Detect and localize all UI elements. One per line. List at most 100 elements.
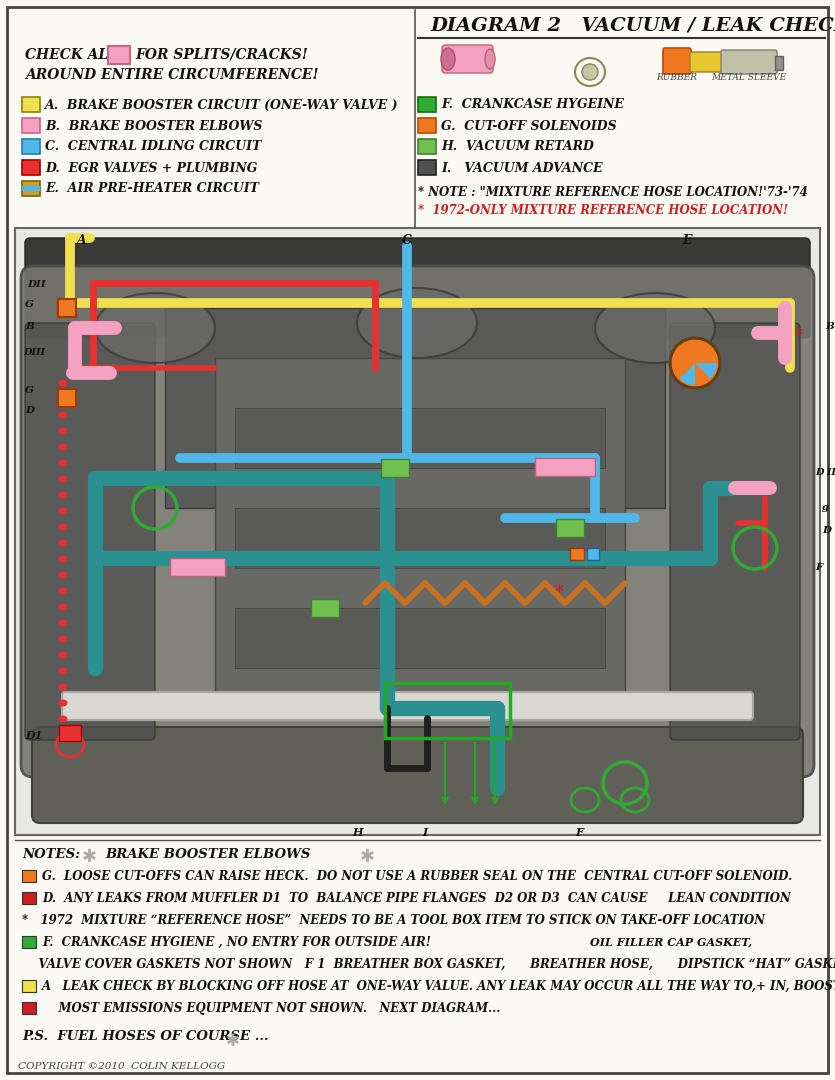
Ellipse shape — [441, 48, 455, 70]
Text: G.  LOOSE CUT-OFFS CAN RAISE HECK.  DO NOT USE A RUBBER SEAL ON THE  CENTRAL CUT: G. LOOSE CUT-OFFS CAN RAISE HECK. DO NOT… — [42, 870, 792, 883]
Ellipse shape — [58, 700, 68, 706]
Text: P.S.  FUEL HOSES OF COURSE ...: P.S. FUEL HOSES OF COURSE ... — [22, 1030, 269, 1043]
Text: H: H — [352, 827, 362, 838]
Bar — [165, 308, 665, 508]
Ellipse shape — [58, 428, 68, 434]
Text: BRAKE BOOSTER ELBOWS: BRAKE BOOSTER ELBOWS — [105, 848, 311, 861]
Bar — [22, 1002, 36, 1014]
Bar — [418, 118, 436, 133]
Bar — [311, 599, 339, 617]
Text: B.  BRAKE BOOSTER ELBOWS: B. BRAKE BOOSTER ELBOWS — [45, 120, 262, 133]
Ellipse shape — [58, 635, 68, 643]
Bar — [418, 97, 436, 112]
Text: A: A — [77, 234, 87, 247]
Ellipse shape — [58, 684, 68, 690]
Ellipse shape — [58, 379, 68, 387]
Bar — [15, 228, 820, 835]
Wedge shape — [695, 363, 711, 384]
FancyBboxPatch shape — [25, 238, 810, 338]
Text: AROUND ENTIRE CIRCUMFERENCE!: AROUND ENTIRE CIRCUMFERENCE! — [25, 68, 319, 82]
Bar — [215, 357, 625, 708]
FancyBboxPatch shape — [62, 692, 753, 720]
Bar — [22, 118, 40, 133]
Ellipse shape — [58, 459, 68, 467]
Wedge shape — [695, 363, 717, 379]
Text: ✱: ✱ — [360, 848, 375, 866]
Ellipse shape — [58, 475, 68, 483]
Ellipse shape — [58, 667, 68, 675]
Bar — [59, 725, 81, 741]
Text: G: G — [25, 300, 34, 309]
Text: G.  CUT-OFF SOLENOIDS: G. CUT-OFF SOLENOIDS — [441, 120, 616, 133]
Text: I.   VACUUM ADVANCE: I. VACUUM ADVANCE — [441, 162, 603, 175]
Text: D.  ANY LEAKS FROM MUFFLER D1  TO  BALANCE PIPE FLANGES  D2 OR D3  CAN CAUSE    : D. ANY LEAKS FROM MUFFLER D1 TO BALANCE … — [42, 892, 791, 905]
FancyBboxPatch shape — [663, 48, 691, 75]
Ellipse shape — [595, 293, 715, 363]
Bar — [535, 458, 595, 476]
Ellipse shape — [58, 731, 68, 739]
Ellipse shape — [58, 540, 68, 546]
Bar — [58, 389, 76, 407]
Text: I: I — [422, 827, 428, 838]
Bar — [22, 980, 36, 993]
Text: *: * — [555, 583, 564, 600]
Ellipse shape — [58, 571, 68, 579]
Text: VALVE COVER GASKETS NOT SHOWN   F 1  BREATHER BOX GASKET,      BREATHER HOSE,   : VALVE COVER GASKETS NOT SHOWN F 1 BREATH… — [22, 958, 835, 971]
Text: DIAGRAM 2   VACUUM / LEAK CHECK: DIAGRAM 2 VACUUM / LEAK CHECK — [430, 17, 835, 35]
Text: E.  AIR PRE-HEATER CIRCUIT: E. AIR PRE-HEATER CIRCUIT — [45, 183, 259, 195]
Text: F.  CRANKCASE HYGIENE , NO ENTRY FOR OUTSIDE AIR!: F. CRANKCASE HYGIENE , NO ENTRY FOR OUTS… — [42, 936, 431, 949]
Ellipse shape — [58, 715, 68, 723]
Text: B: B — [25, 322, 33, 330]
FancyBboxPatch shape — [25, 323, 155, 740]
Text: F.  CRANKCASE HYGEINE: F. CRANKCASE HYGEINE — [441, 98, 624, 111]
Ellipse shape — [58, 491, 68, 499]
Text: C.  CENTRAL IDLING CIRCUIT: C. CENTRAL IDLING CIRCUIT — [45, 140, 261, 153]
Bar — [235, 508, 605, 568]
Wedge shape — [673, 363, 695, 379]
Bar — [587, 548, 599, 561]
Ellipse shape — [58, 555, 68, 563]
Text: B: B — [825, 322, 834, 330]
Bar — [381, 459, 409, 477]
Text: D III: D III — [815, 468, 835, 477]
Bar — [108, 46, 130, 64]
FancyBboxPatch shape — [670, 323, 800, 740]
FancyBboxPatch shape — [690, 52, 722, 72]
Text: D.  EGR VALVES + PLUMBING: D. EGR VALVES + PLUMBING — [45, 162, 257, 175]
Bar — [22, 936, 36, 948]
Text: G: G — [25, 386, 34, 395]
Ellipse shape — [95, 293, 215, 363]
Text: *  1972-ONLY MIXTURE REFERENCE HOSE LOCATION!: * 1972-ONLY MIXTURE REFERENCE HOSE LOCAT… — [418, 204, 788, 217]
Ellipse shape — [58, 588, 68, 594]
FancyBboxPatch shape — [32, 727, 803, 823]
Bar — [385, 683, 510, 738]
Ellipse shape — [58, 524, 68, 530]
Text: FOR SPLITS/CRACKS!: FOR SPLITS/CRACKS! — [135, 48, 308, 62]
Text: D1: D1 — [25, 730, 43, 741]
Ellipse shape — [58, 444, 68, 450]
Ellipse shape — [582, 64, 598, 80]
Text: D: D — [25, 406, 34, 415]
Ellipse shape — [485, 49, 495, 69]
Bar — [570, 548, 584, 561]
Bar — [170, 558, 225, 576]
Bar — [235, 608, 605, 669]
Bar — [22, 186, 40, 191]
Wedge shape — [680, 363, 695, 384]
Bar — [22, 870, 36, 882]
Text: F: F — [815, 563, 822, 572]
Bar — [22, 97, 40, 112]
FancyBboxPatch shape — [21, 266, 814, 777]
FancyBboxPatch shape — [442, 45, 493, 73]
Bar — [22, 181, 40, 195]
Text: CHECK ALL: CHECK ALL — [25, 48, 118, 62]
Text: DII: DII — [27, 280, 46, 289]
Bar — [58, 299, 76, 318]
Ellipse shape — [58, 411, 68, 418]
Text: F: F — [575, 827, 583, 838]
Text: *: * — [795, 328, 803, 342]
Ellipse shape — [58, 604, 68, 610]
Text: H.  VACUUM RETARD: H. VACUUM RETARD — [441, 140, 594, 153]
Text: C: C — [402, 234, 412, 247]
Text: MOST EMISSIONS EQUIPMENT NOT SHOWN.   NEXT DIAGRAM...: MOST EMISSIONS EQUIPMENT NOT SHOWN. NEXT… — [42, 1002, 500, 1015]
